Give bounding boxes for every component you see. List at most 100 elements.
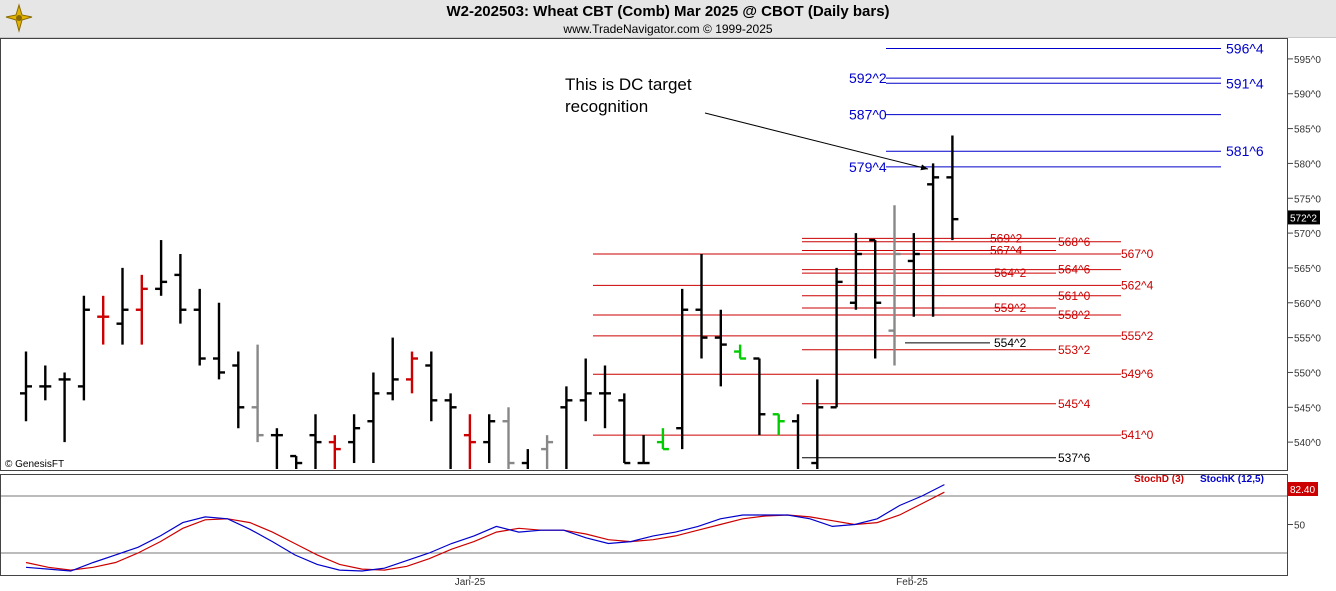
- price-tick-label: 595^0: [1294, 55, 1321, 66]
- level-label: 564^2: [994, 266, 1027, 280]
- ohlc-bar: [77, 295, 90, 401]
- price-level: 553^2: [802, 343, 1091, 357]
- level-label: 562^4: [1121, 278, 1154, 292]
- price-level: 564^2: [802, 266, 1056, 280]
- ohlc-bar: [946, 135, 959, 241]
- chart-title: W2-202503: Wheat CBT (Comb) Mar 2025 @ C…: [446, 3, 890, 20]
- ohlc-bar: [309, 414, 322, 469]
- price-level: 537^6: [802, 451, 1091, 465]
- price-tick-label: 590^0: [1294, 90, 1321, 101]
- ohlc-bar: [483, 414, 496, 464]
- ohlc-bar: [116, 267, 129, 345]
- price-tick-label: 545^0: [1294, 403, 1321, 414]
- price-tick-label: 550^0: [1294, 368, 1321, 379]
- stoch-value-box: [1288, 482, 1318, 496]
- price-axis: 540^0 545^0 550^0 555^0 560^0 565^0 570^0 575^0…: [1287, 55, 1321, 449]
- ohlc-bar: [579, 358, 592, 422]
- price-level: 579^4: [849, 159, 1221, 175]
- ohlc-bar: [927, 163, 940, 317]
- ohlc-bar: [811, 379, 824, 469]
- level-label: 591^4: [1226, 75, 1264, 91]
- ohlc-bar: [213, 302, 225, 380]
- ohlc-bar: [328, 435, 341, 469]
- stochastic-panel-frame: [0, 474, 1288, 576]
- last-price-box: [1288, 210, 1320, 225]
- ohlc-bar: [734, 344, 747, 360]
- price-level: 545^4: [802, 397, 1091, 411]
- ohlc-bar: [541, 435, 554, 469]
- ohlc-bar: [714, 309, 727, 387]
- level-label: 559^2: [994, 301, 1027, 315]
- ohlc-bar: [174, 254, 187, 324]
- date-tick-label: Jan-25: [455, 577, 486, 588]
- ohlc-bar: [637, 435, 650, 465]
- level-label: 554^2: [994, 336, 1027, 350]
- ohlc-bar: [792, 414, 800, 469]
- ohlc-bar: [290, 454, 303, 469]
- ohlc-bar: [39, 365, 52, 401]
- ohlc-bar: [367, 372, 380, 464]
- level-label: 567^4: [990, 244, 1023, 258]
- ohlc-bar: [444, 393, 457, 469]
- ohlc-bar: [463, 414, 476, 469]
- annotation-arrow: [704, 112, 929, 171]
- price-level: 596^4: [886, 40, 1264, 56]
- annotation-line-2: recognition: [565, 97, 648, 116]
- ohlc-bar: [869, 238, 882, 359]
- ohlc-bar: [155, 240, 168, 296]
- level-label: 581^6: [1226, 143, 1264, 159]
- price-tick-label: 585^0: [1294, 125, 1321, 136]
- ohlc-bar: [656, 428, 669, 451]
- price-tick-label: 540^0: [1294, 438, 1321, 449]
- ohlc-bar: [97, 295, 110, 345]
- stoch-d-legend: StochD (3): [1134, 474, 1184, 485]
- stoch-tick-label: 50: [1294, 521, 1306, 532]
- ohlc-bar: [502, 407, 515, 469]
- price-tick-label: 570^0: [1294, 229, 1321, 240]
- price-level: 592^2: [849, 70, 1221, 86]
- annotation: This is DC target recognition © GenesisFT: [5, 75, 929, 470]
- ohlc-bar: [135, 274, 148, 345]
- ohlc-bar: [618, 393, 631, 465]
- price-level: 554^2: [905, 336, 1027, 350]
- level-label: 587^0: [849, 107, 887, 123]
- ohlc-bar: [521, 449, 529, 469]
- ohlc-bar: [386, 337, 399, 401]
- ohlc-bar: [193, 288, 206, 366]
- watermark: © GenesisFT: [5, 459, 64, 470]
- chart-frames: [0, 38, 1288, 576]
- price-tick-label: 575^0: [1294, 194, 1321, 205]
- level-label: 555^2: [1121, 329, 1154, 343]
- ohlc-bar: [406, 351, 418, 394]
- ohlc-bar: [695, 254, 708, 359]
- level-label: 537^6: [1058, 451, 1091, 465]
- last-price-label: 572^2: [1290, 213, 1317, 224]
- price-level: 587^0: [849, 107, 1221, 123]
- price-tick-label: 565^0: [1294, 264, 1321, 275]
- price-tick-label: 560^0: [1294, 299, 1321, 310]
- date-tick-label: Feb-25: [896, 577, 928, 588]
- ohlc-bar: [830, 267, 843, 409]
- ohlc-bar: [676, 288, 689, 450]
- date-axis: Jan-25 Feb-25: [455, 575, 928, 588]
- level-label: 558^2: [1058, 308, 1091, 322]
- price-tick-label: 555^0: [1294, 334, 1321, 345]
- level-label: 567^0: [1121, 247, 1154, 261]
- ohlc-bar: [907, 233, 920, 317]
- stoch-k-line: [25, 484, 945, 572]
- level-label: 561^0: [1058, 289, 1091, 303]
- annotation-line-1: This is DC target: [565, 75, 692, 94]
- ohlc-bar: [251, 344, 264, 443]
- ohlc-bar: [753, 357, 766, 436]
- ohlc-bar: [560, 386, 573, 469]
- ohlc-bar: [599, 365, 611, 429]
- ohlc-bar: [20, 351, 32, 422]
- ohlc-bar: [425, 351, 438, 422]
- stoch-k-legend: StochK (12,5): [1200, 474, 1264, 485]
- stoch-value-label: 82.40: [1290, 485, 1315, 496]
- level-label: 549^6: [1121, 367, 1154, 381]
- level-label: 545^4: [1058, 397, 1091, 411]
- level-label: 541^0: [1121, 428, 1154, 442]
- ohlc-bar: [772, 413, 785, 436]
